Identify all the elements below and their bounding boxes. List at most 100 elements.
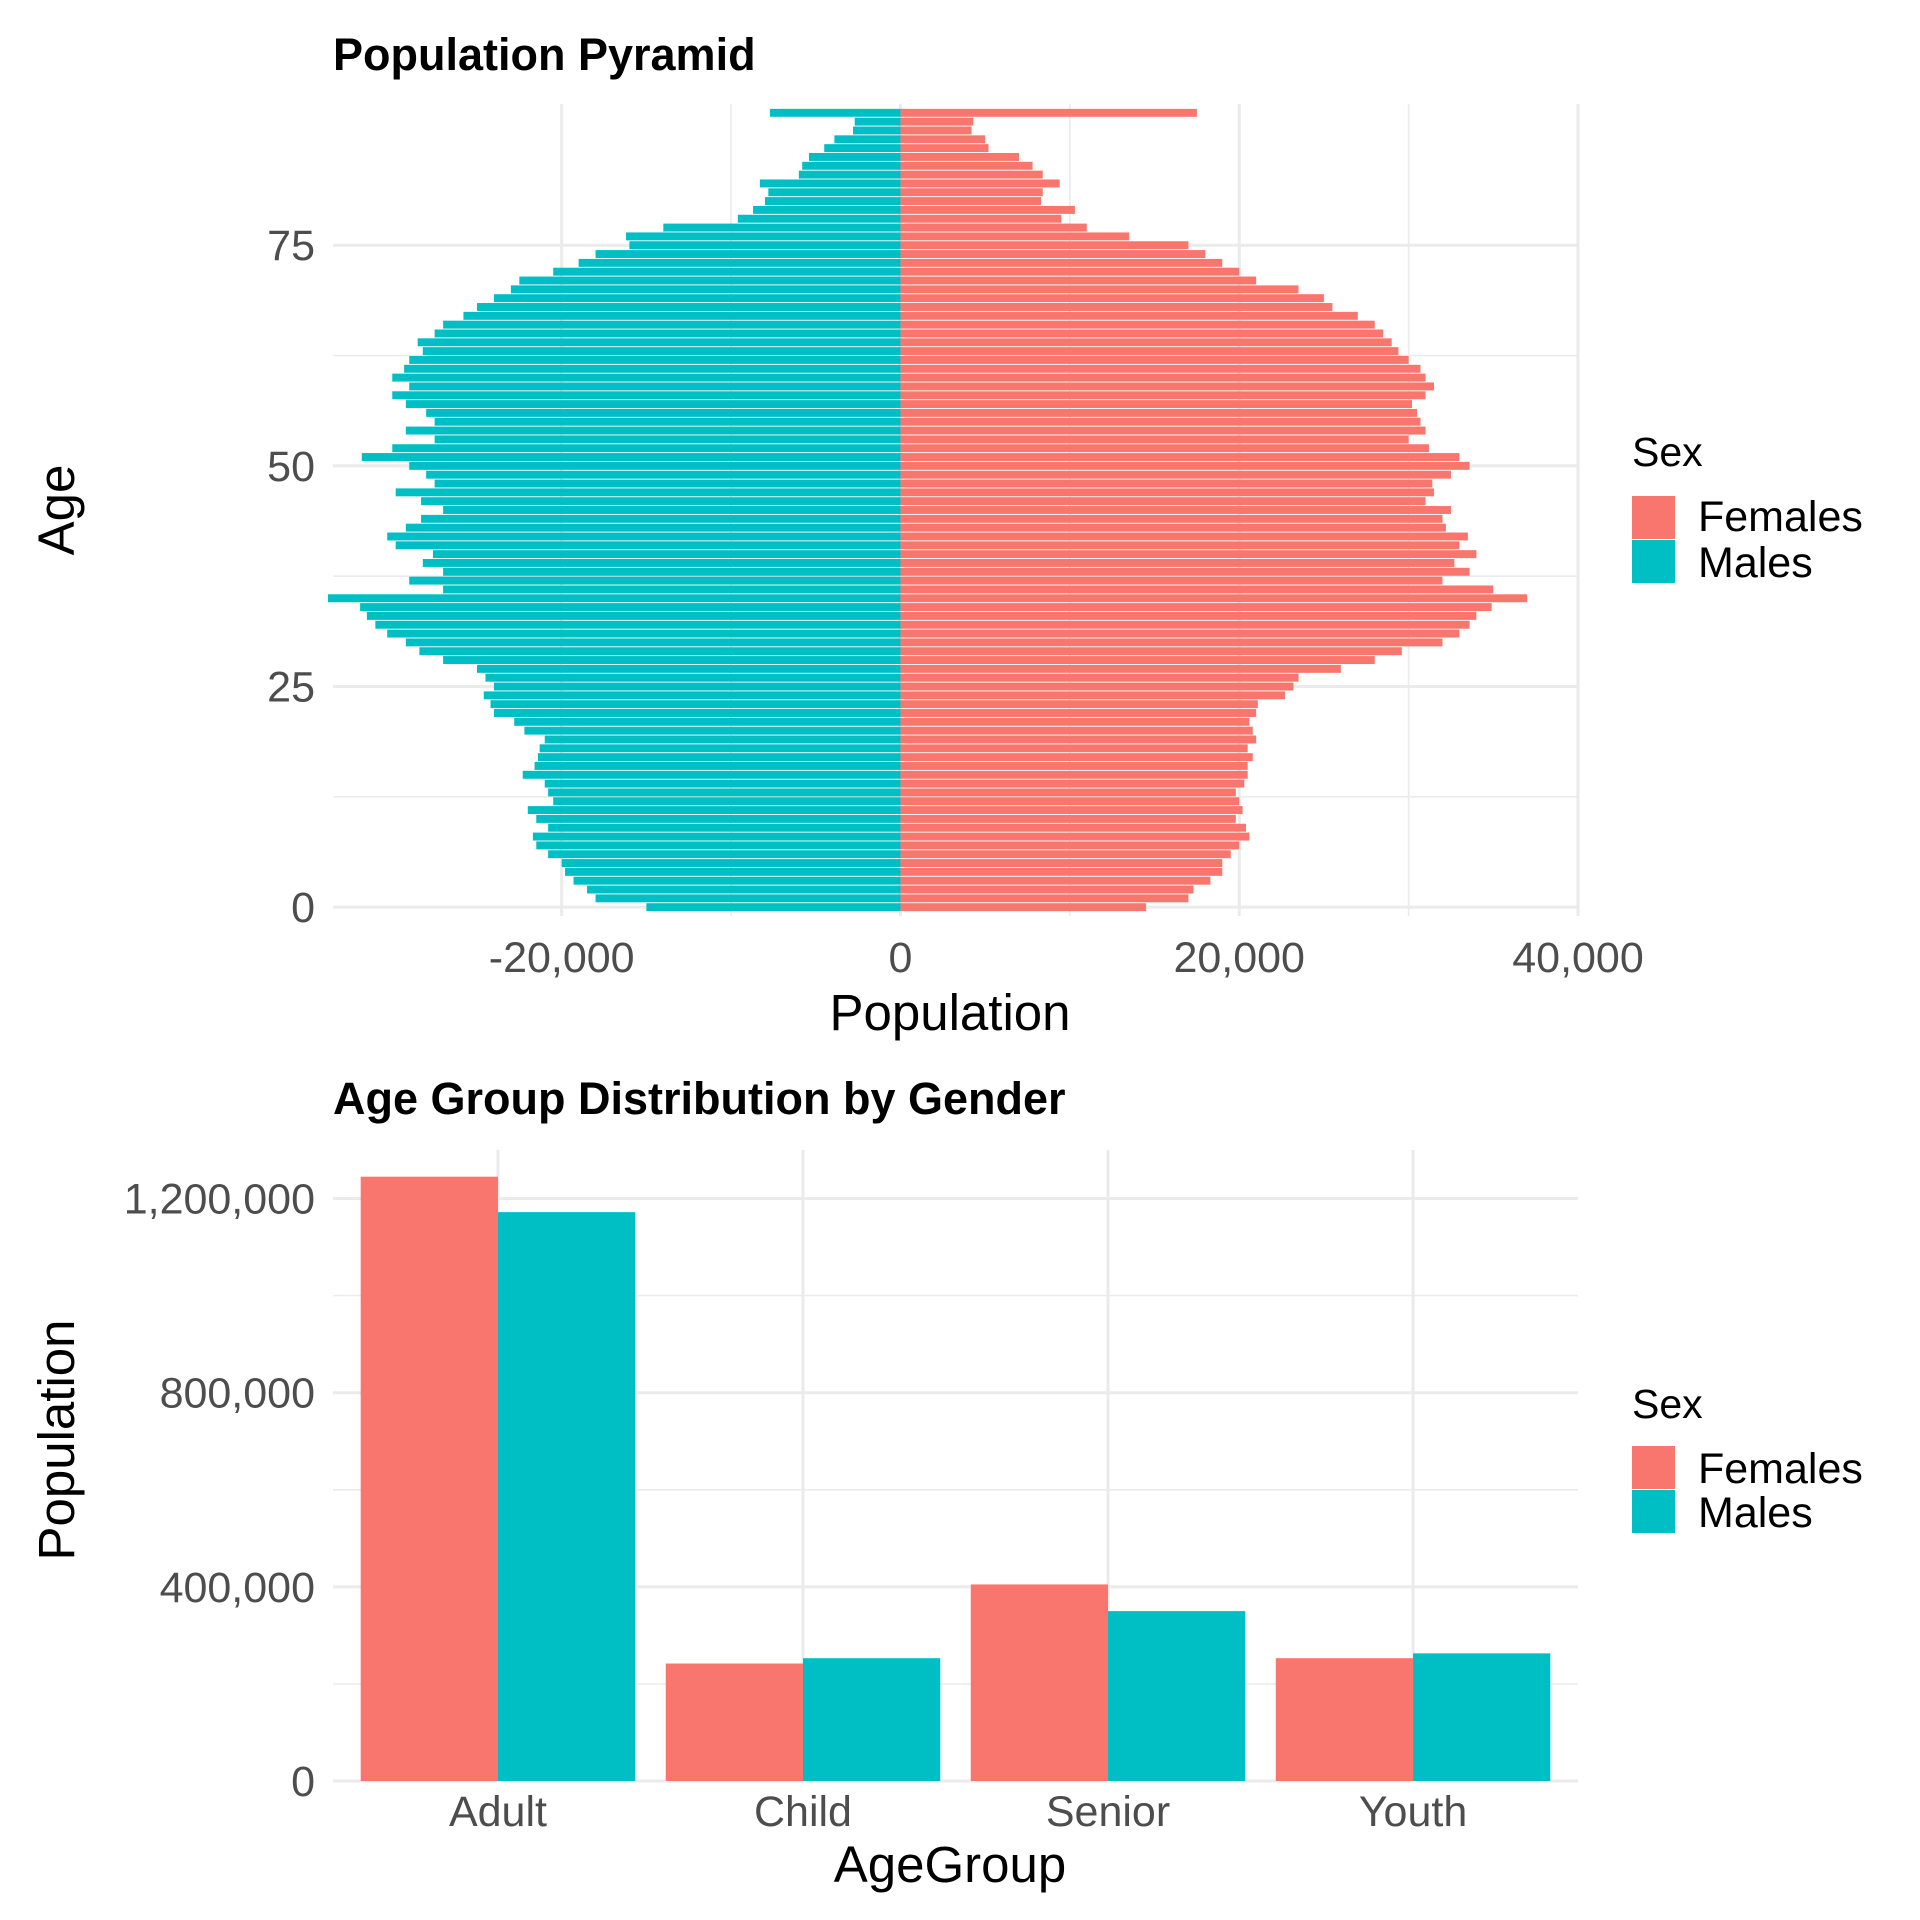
- bar-x-tick-labels: Adult Child Senior Youth: [449, 1788, 1467, 1836]
- pyramid-bar-males-age-66: [443, 320, 901, 329]
- pyramid-bar-males-age-18: [539, 744, 901, 753]
- pyramid-bar-females-age-64: [900, 338, 1392, 347]
- pyramid-bar-females-age-78: [900, 214, 1062, 223]
- bar-youth-females: [1275, 1658, 1414, 1781]
- pyramid-bar-males-age-36: [443, 585, 901, 594]
- pyramid-bar-females-age-17: [900, 753, 1253, 762]
- pyramid-bar-males-age-53: [434, 435, 901, 444]
- pyramid-bar-males-age-51: [361, 453, 901, 462]
- pyramid-bar-males-age-59: [409, 382, 901, 391]
- pyramid-bar-females-age-5: [900, 859, 1223, 868]
- pyramid-bar-females-age-61: [900, 364, 1421, 373]
- pyramid-bar-males-age-56: [426, 408, 901, 417]
- bar-y-tick-labels: 0 400,000 800,000 1,200,000: [124, 1176, 315, 1806]
- pyramid-legend-title: Sex: [1632, 429, 1703, 475]
- pyramid-y-tick-label: 0: [291, 884, 315, 932]
- pyramid-bar-males-age-30: [405, 638, 901, 647]
- pyramid-bar-males-age-12: [553, 797, 901, 806]
- pyramid-bar-females-age-66: [900, 320, 1375, 329]
- pyramid-bar-females-age-19: [900, 735, 1257, 744]
- pyramid-bar-males-age-22: [493, 709, 901, 717]
- pyramid-legend-label-males: Males: [1698, 539, 1813, 587]
- pyramid-bar-males-age-6: [548, 850, 901, 859]
- pyramid-bar-males-age-24: [483, 691, 901, 700]
- pyramid-bar-males-age-46: [421, 497, 901, 506]
- pyramid-x-tick-labels: -20,000 0 20,000 40,000: [489, 934, 1644, 982]
- pyramid-bar-males-age-38: [443, 567, 901, 576]
- pyramid-x-tick-label: 20,000: [1173, 934, 1305, 982]
- pyramid-bar-females-age-13: [900, 788, 1236, 797]
- pyramid-bar-females-age-84: [900, 161, 1033, 170]
- pyramid-bar-males-age-74: [595, 250, 901, 259]
- pyramid-bar-females-age-20: [900, 726, 1253, 735]
- bar-x-tick-label-child: Child: [754, 1788, 852, 1836]
- pyramid-bar-males-age-82: [759, 179, 901, 188]
- pyramid-bar-females-age-49: [900, 470, 1451, 479]
- bar-legend-key-females: [1632, 1446, 1675, 1489]
- pyramid-bar-females-age-31: [900, 629, 1460, 638]
- bar-adult-males: [497, 1212, 636, 1781]
- pyramid-bar-females-age-46: [900, 497, 1426, 506]
- pyramid-bar-males-age-14: [544, 779, 901, 788]
- pyramid-bar-females-age-42: [900, 532, 1468, 541]
- pyramid-bar-males-age-76: [626, 232, 901, 241]
- pyramid-bar-females-age-4: [900, 867, 1223, 876]
- pyramid-bar-males-age-35: [327, 594, 901, 603]
- pyramid-bar-males-age-16: [534, 761, 901, 770]
- pyramid-y-tick-label: 75: [267, 222, 315, 270]
- pyramid-bar-males-age-5: [561, 859, 901, 868]
- pyramid-bar-males-age-83: [798, 170, 901, 179]
- pyramid-title: Population Pyramid: [333, 29, 756, 80]
- bar-senior-males: [1108, 1611, 1246, 1781]
- pyramid-bar-males-age-88: [853, 126, 901, 135]
- pyramid-bar-females-age-69: [900, 294, 1324, 303]
- pyramid-bar-females-age-24: [900, 691, 1285, 700]
- pyramid-bar-females-age-73: [900, 258, 1223, 267]
- pyramid-bar-females-age-52: [900, 444, 1429, 453]
- pyramid-bar-females-age-59: [900, 382, 1435, 391]
- pyramid-bar-females-age-71: [900, 276, 1257, 285]
- pyramid-bar-females-age-53: [900, 435, 1409, 444]
- pyramid-bar-males-age-70: [510, 285, 901, 294]
- pyramid-bar-males-age-63: [422, 347, 901, 356]
- pyramid-bar-females-age-43: [900, 523, 1446, 532]
- pyramid-y-axis-label: Age: [28, 465, 85, 556]
- pyramid-bar-males-age-42: [387, 532, 901, 541]
- pyramid-bar-females-age-38: [900, 567, 1470, 576]
- pyramid-bar-females-age-48: [900, 479, 1433, 488]
- pyramid-bar-females-age-36: [900, 585, 1494, 594]
- bar-y-tick-label: 1,200,000: [124, 1176, 315, 1224]
- pyramid-bar-females-age-63: [900, 347, 1399, 356]
- pyramid-bar-males-age-89: [854, 117, 901, 126]
- age-group-bar-chart: Age Group Distribution by Gender Adult Ch…: [28, 1073, 1863, 1893]
- pyramid-bar-females-age-18: [900, 744, 1248, 753]
- pyramid-bar-females-age-68: [900, 303, 1333, 311]
- pyramid-bar-females-age-51: [900, 453, 1460, 462]
- pyramid-bar-females-age-55: [900, 417, 1421, 426]
- pyramid-bar-females-age-79: [900, 205, 1075, 214]
- pyramid-bar-females-age-40: [900, 550, 1477, 559]
- pyramid-y-tick-label: 25: [267, 664, 315, 712]
- pyramid-bar-females-age-28: [900, 656, 1375, 665]
- pyramid-bar-females-age-21: [900, 717, 1250, 726]
- pyramid-bar-males-age-71: [519, 276, 901, 285]
- pyramid-bar-males-age-55: [434, 417, 901, 426]
- pyramid-bar-males-age-84: [802, 161, 901, 170]
- pyramid-bar-females-age-86: [900, 144, 989, 153]
- pyramid-bar-males-age-87: [834, 135, 901, 144]
- bar-legend: Sex Females Males: [1632, 1381, 1863, 1537]
- pyramid-bar-males-age-69: [493, 294, 901, 303]
- pyramid-bar-males-age-44: [421, 514, 901, 523]
- pyramid-bar-males-age-43: [405, 523, 901, 532]
- pyramid-bar-males-age-19: [544, 735, 901, 744]
- bar-legend-label-males: Males: [1698, 1489, 1813, 1537]
- pyramid-legend-key-males: [1632, 540, 1675, 583]
- pyramid-bar-females-age-85: [900, 152, 1020, 161]
- pyramid-bar-males-age-33: [366, 611, 901, 620]
- pyramid-bar-males-age-58: [392, 391, 901, 400]
- bar-legend-title: Sex: [1632, 1381, 1703, 1427]
- pyramid-bar-males-age-65: [434, 329, 901, 338]
- pyramid-bar-females-age-9: [900, 823, 1246, 832]
- pyramid-bar-females-age-0: [900, 903, 1147, 912]
